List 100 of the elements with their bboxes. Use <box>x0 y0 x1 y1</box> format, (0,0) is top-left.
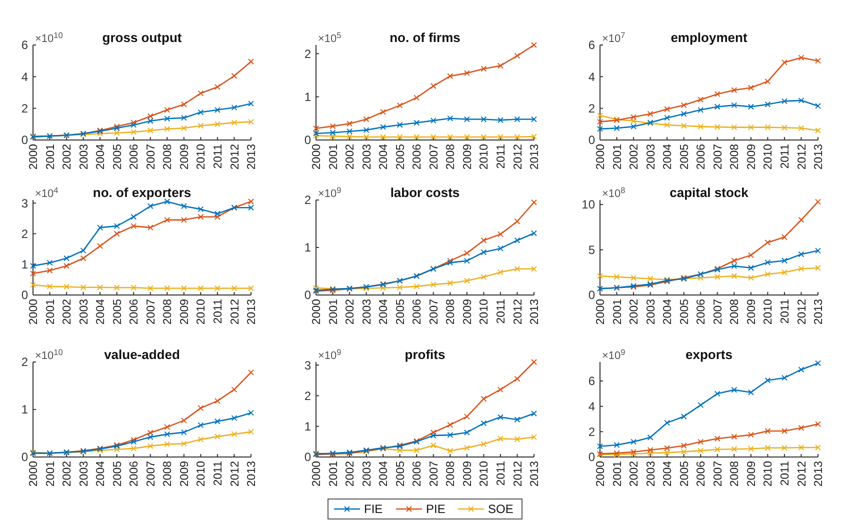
x-tick-label: 2005 <box>394 461 407 487</box>
x-tick-label: 2005 <box>394 299 407 325</box>
chart-title: capital stock <box>670 185 750 200</box>
x-tick-label: 2013 <box>529 461 542 487</box>
chart-title: no. of exporters <box>92 185 192 200</box>
x-tick-label: 2003 <box>645 144 658 170</box>
x-tick-label: 2013 <box>813 461 826 487</box>
x-tick-label: 2007 <box>145 299 158 325</box>
y-axis-title: ×10$^{4}$ <box>35 186 59 200</box>
x-tick-label: 2009 <box>462 299 474 325</box>
x-tick-label: 2001 <box>612 144 624 170</box>
x-tick-label: 2010 <box>196 461 208 487</box>
y-axis-title: ×10$^{7}$ <box>602 30 626 45</box>
x-tick-label: 2008 <box>729 461 742 487</box>
chart-title: profits <box>404 347 446 362</box>
x-tick-label: 2002 <box>344 299 357 325</box>
x-tick-label: 2006 <box>696 144 708 170</box>
y-tick-label: 4 <box>21 70 28 84</box>
y-axis-title: ×10$^{9}$ <box>602 348 626 362</box>
x-tick-label: 2010 <box>196 144 208 170</box>
y-tick-label: 6 <box>21 38 28 52</box>
x-tick-label: 2013 <box>529 144 542 170</box>
y-tick-label: 2 <box>304 388 312 403</box>
x-tick-label: 2002 <box>62 144 74 170</box>
x-tick-label: 2006 <box>412 144 424 170</box>
chart-title: employment <box>670 30 748 45</box>
y-tick-label: 0 <box>588 450 596 464</box>
x-tick-label: 2008 <box>445 299 458 325</box>
y-tick-label: 2 <box>21 226 28 241</box>
x-tick-label: 2001 <box>44 299 57 325</box>
y-tick-label: 3 <box>21 196 28 210</box>
y-tick-label: 0 <box>304 288 312 302</box>
y-tick-label: 0 <box>588 288 596 302</box>
x-tick-label: 2006 <box>412 299 424 325</box>
x-tick-label: 2008 <box>729 299 742 325</box>
x-tick-label: 2008 <box>162 299 174 325</box>
x-tick-label: 2003 <box>78 144 90 170</box>
x-tick-label: 2011 <box>212 144 224 169</box>
x-tick-label: 2007 <box>712 144 724 170</box>
x-tick-label: 2001 <box>44 461 57 487</box>
x-tick-label: 2013 <box>813 299 826 325</box>
x-tick-label: 2011 <box>212 299 224 324</box>
x-tick-label: 2007 <box>428 299 440 325</box>
x-tick-label: 2012 <box>229 144 242 170</box>
y-tick-label: 6 <box>588 374 596 388</box>
y-tick-label: 0 <box>304 133 312 148</box>
y-axis-title: ×10$^{10}$ <box>35 30 64 45</box>
x-tick-label: 2006 <box>128 144 141 170</box>
x-tick-label: 2003 <box>361 144 374 170</box>
y-tick-label: 2 <box>588 424 596 439</box>
x-tick-label: 2012 <box>796 299 808 325</box>
x-tick-label: 2005 <box>678 299 691 325</box>
x-tick-label: 2010 <box>478 144 491 170</box>
x-tick-label: 2008 <box>162 461 174 487</box>
y-tick-label: 3 <box>304 358 312 372</box>
x-tick-label: 2011 <box>779 144 792 169</box>
y-tick-label: 0 <box>304 450 312 464</box>
y-axis-title: ×10$^{10}$ <box>35 348 64 362</box>
x-tick-label: 2004 <box>95 460 108 487</box>
y-tick-label: 1 <box>21 402 28 417</box>
y-tick-label: 0 <box>21 288 28 302</box>
x-tick-label: 2005 <box>678 461 691 487</box>
x-tick-label: 2009 <box>178 144 191 170</box>
y-axis-title: ×10$^{5}$ <box>318 30 342 45</box>
x-tick-label: 2008 <box>445 461 458 487</box>
x-tick-label: 2008 <box>162 144 174 170</box>
x-tick-label: 2005 <box>112 299 124 325</box>
x-tick-label: 2003 <box>361 461 374 487</box>
x-tick-label: 2007 <box>145 144 158 170</box>
chart-title: exports <box>686 347 732 362</box>
chart-title: labor costs <box>390 185 460 200</box>
y-tick-label: 1 <box>304 90 312 104</box>
chart-title: value-added <box>104 347 180 362</box>
x-tick-label: 2008 <box>445 144 458 170</box>
x-tick-label: 2004 <box>95 298 108 325</box>
x-tick-label: 2002 <box>628 144 641 170</box>
x-tick-label: 2003 <box>78 299 90 325</box>
x-tick-label: 2001 <box>328 461 340 487</box>
x-tick-label: 2002 <box>62 299 74 325</box>
x-tick-label: 2000 <box>311 299 324 325</box>
x-tick-label: 2011 <box>495 461 508 486</box>
x-tick-label: 2001 <box>612 299 624 325</box>
x-tick-label: 2007 <box>712 461 724 487</box>
x-tick-label: 2002 <box>628 299 641 325</box>
y-tick-label: 1 <box>304 240 312 255</box>
x-tick-label: 2005 <box>678 144 691 170</box>
x-tick-label: 2010 <box>478 461 491 487</box>
x-tick-label: 2005 <box>394 144 407 170</box>
y-tick-label: 2 <box>304 193 312 208</box>
x-tick-label: 2012 <box>229 461 242 487</box>
chart-title: gross output <box>102 30 182 45</box>
x-tick-label: 2012 <box>512 144 524 170</box>
y-tick-label: 5 <box>588 242 596 257</box>
x-tick-label: 2009 <box>746 461 758 487</box>
x-tick-label: 2006 <box>412 461 424 487</box>
x-tick-label: 2009 <box>178 461 191 487</box>
x-tick-label: 2009 <box>178 299 191 325</box>
x-tick-label: 2005 <box>112 461 124 487</box>
x-tick-label: 2007 <box>428 144 440 170</box>
x-tick-label: 2001 <box>328 299 340 325</box>
